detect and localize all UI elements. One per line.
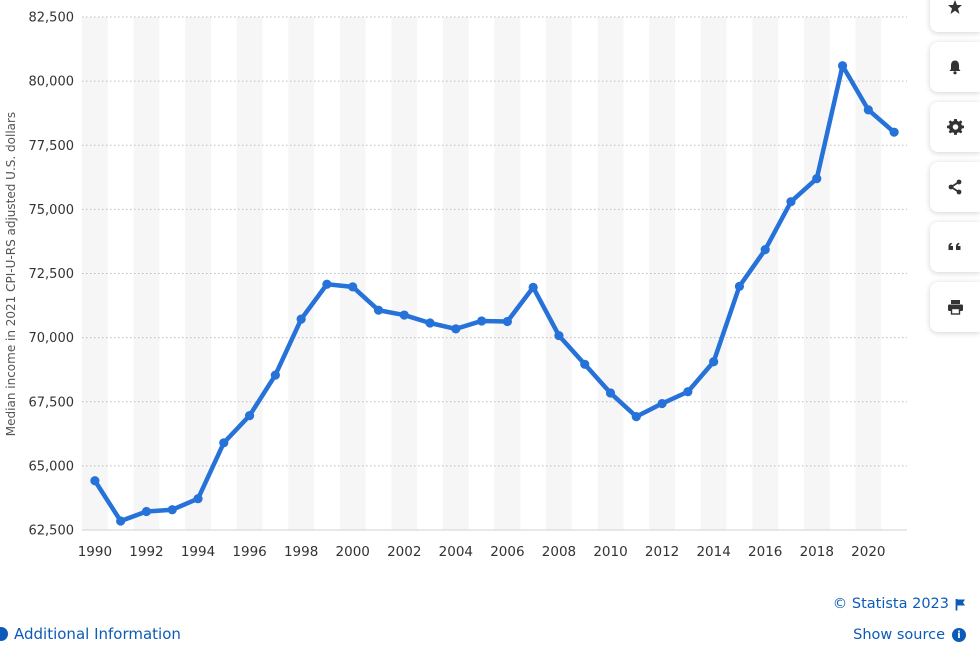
x-tick-label: 2006 bbox=[490, 544, 524, 560]
data-point bbox=[605, 388, 616, 398]
print-icon bbox=[947, 300, 963, 315]
data-point bbox=[554, 330, 564, 341]
cite-button[interactable] bbox=[930, 222, 980, 272]
background-band bbox=[752, 17, 779, 530]
y-tick-label: 67,500 bbox=[29, 395, 75, 410]
data-point bbox=[193, 494, 203, 504]
background-bands bbox=[82, 17, 882, 530]
additional-information-link[interactable]: Additional Information bbox=[0, 625, 181, 643]
x-tick-label: 2002 bbox=[387, 544, 421, 560]
y-tick-label: 65,000 bbox=[29, 459, 75, 474]
y-tick-label: 77,500 bbox=[29, 139, 75, 154]
x-tick-label: 1998 bbox=[284, 544, 318, 560]
data-point bbox=[296, 314, 306, 324]
data-point bbox=[399, 310, 409, 320]
y-tick-labels: 62,500 65,000 67,500 70,000 72,500 75,000 77,5… bbox=[29, 11, 75, 539]
data-point bbox=[683, 387, 693, 397]
flag-icon bbox=[955, 598, 965, 610]
data-point bbox=[734, 281, 745, 291]
notification-button[interactable] bbox=[930, 42, 980, 92]
background-band bbox=[339, 17, 366, 530]
data-point bbox=[425, 318, 435, 328]
x-tick-label: 2014 bbox=[696, 544, 730, 560]
x-tick-labels: 1990 1992 1994 1996 1998 2000 2002 2004 2006 2008… bbox=[78, 544, 886, 560]
settings-button[interactable] bbox=[930, 102, 980, 152]
credit-text: © Statista 2023 bbox=[832, 596, 949, 612]
data-point bbox=[502, 316, 512, 327]
star-icon bbox=[948, 0, 962, 14]
data-point bbox=[863, 105, 873, 115]
x-tick-label: 2008 bbox=[542, 544, 576, 560]
x-tick-label: 2004 bbox=[439, 544, 473, 560]
background-band bbox=[803, 17, 830, 530]
background-band bbox=[391, 17, 418, 530]
y-axis-label: Median income in 2021 CPI-U-RS adjusted … bbox=[4, 112, 18, 436]
data-point bbox=[451, 324, 461, 334]
y-tick-label: 62,500 bbox=[29, 524, 75, 539]
gear-icon bbox=[946, 118, 964, 135]
y-tick-label: 82,500 bbox=[29, 11, 75, 26]
series-line bbox=[92, 63, 897, 524]
x-tick-label: 1990 bbox=[78, 544, 112, 560]
x-tick-label: 1996 bbox=[232, 544, 266, 560]
statista-credit[interactable]: © Statista 2023 bbox=[833, 596, 966, 612]
print-button[interactable] bbox=[930, 282, 980, 332]
data-point bbox=[657, 398, 667, 409]
series-line-path bbox=[92, 63, 897, 524]
data-point bbox=[812, 173, 822, 184]
data-point bbox=[373, 305, 384, 315]
data-point bbox=[219, 438, 229, 448]
data-point bbox=[244, 411, 255, 421]
x-tick-label: 2020 bbox=[851, 544, 885, 560]
x-tick-label: 2018 bbox=[800, 544, 834, 560]
data-point bbox=[116, 516, 126, 526]
info-icon bbox=[0, 627, 8, 641]
x-tick-label: 2010 bbox=[593, 544, 627, 560]
data-point bbox=[580, 359, 590, 369]
data-point bbox=[786, 197, 796, 207]
y-tick-label: 75,000 bbox=[29, 203, 75, 218]
y-tick-label: 72,500 bbox=[29, 267, 75, 282]
data-point bbox=[631, 412, 641, 422]
data-point bbox=[90, 476, 100, 486]
data-point bbox=[270, 370, 280, 380]
share-icon bbox=[948, 179, 962, 195]
data-point bbox=[477, 316, 487, 326]
y-tick-label: 80,000 bbox=[29, 75, 75, 90]
series-points bbox=[90, 61, 899, 526]
x-tick-label: 2012 bbox=[645, 544, 679, 560]
x-tick-label: 2000 bbox=[336, 544, 370, 560]
show-source-link[interactable]: Show source i bbox=[853, 627, 966, 643]
y-tick-label: 70,000 bbox=[29, 331, 75, 346]
data-point bbox=[889, 127, 899, 137]
show-source-text: Show source bbox=[853, 627, 945, 643]
data-point bbox=[141, 506, 152, 517]
data-point bbox=[167, 505, 177, 515]
data-point bbox=[322, 279, 332, 289]
share-button[interactable] bbox=[930, 162, 980, 212]
data-point bbox=[709, 357, 719, 367]
data-point bbox=[760, 245, 770, 255]
info-icon: i bbox=[952, 628, 966, 642]
background-band bbox=[855, 17, 882, 530]
data-point bbox=[528, 282, 538, 292]
x-tick-label: 2016 bbox=[748, 544, 782, 560]
data-point bbox=[348, 282, 358, 292]
favorite-button[interactable] bbox=[930, 0, 980, 32]
x-tick-label: 1992 bbox=[129, 544, 163, 560]
y-gridlines bbox=[82, 16, 907, 531]
data-point bbox=[837, 61, 848, 71]
bell-icon bbox=[949, 60, 961, 75]
x-tick-label: 1994 bbox=[181, 544, 215, 560]
additional-information-text: Additional Information bbox=[14, 625, 181, 643]
background-band bbox=[288, 17, 315, 530]
quote-icon bbox=[948, 242, 961, 250]
